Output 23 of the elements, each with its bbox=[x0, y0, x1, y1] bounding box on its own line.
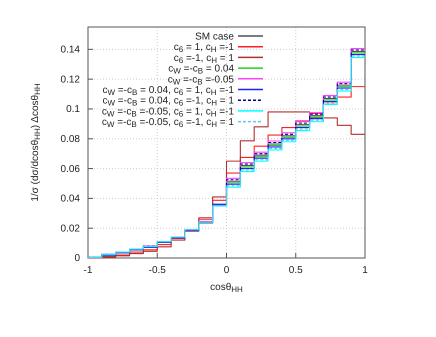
y-tick-label: 0.08 bbox=[60, 134, 80, 145]
text: c$_{W}$ =-c$_{B}$ = 0.04, c$_{6}$ =-1, c$_{H}$ = 1 bbox=[102, 96, 234, 108]
x-axis-title: cosθ$_{HH}$ bbox=[210, 282, 244, 294]
y-tick-label: 0.02 bbox=[60, 223, 80, 234]
y-tick-label: 0 bbox=[74, 253, 80, 264]
y-tick-label: 0.12 bbox=[60, 74, 80, 86]
legend-label: c$_{W}$ =-c$_{B}$ = 0.04 bbox=[168, 64, 234, 76]
legend-label: c$_{6}$ =-1, c$_{H}$ = 1 bbox=[174, 52, 234, 65]
x-tick-label: 0 bbox=[224, 265, 230, 276]
y-tick-label: 0.06 bbox=[60, 164, 80, 175]
text: c$_{W}$ =-c$_{B}$ = 0.04, c$_{6}$ = 1, c$_{H}$ =-1 bbox=[102, 85, 234, 97]
x-tick-label: -0.5 bbox=[148, 265, 166, 276]
y-tick-label: 0.14 bbox=[60, 44, 80, 56]
text: c$_{W}$ =-c$_{B}$ =-0.05, c$_{6}$ = 1, c$_{H}$ =-1 bbox=[102, 106, 234, 118]
x-tick-label: 0.5 bbox=[288, 265, 304, 276]
y-tick-label: 0.1 bbox=[66, 104, 80, 116]
x-tick-label: 1 bbox=[362, 265, 368, 276]
text: c$_{W}$ =-c$_{B}$ =-0.05, c$_{6}$ =-1, c$_{H}$ = 1 bbox=[102, 117, 234, 130]
legend-label: SM case bbox=[195, 32, 234, 42]
legend-label: c$_{W}$ =-c$_{B}$ =-0.05 bbox=[168, 74, 234, 86]
legend-label: c$_{6}$ = 1, c$_{H}$ =-1 bbox=[174, 42, 234, 54]
y-tick-label: 0.04 bbox=[60, 194, 80, 205]
x-tick-label: -1 bbox=[84, 265, 93, 276]
